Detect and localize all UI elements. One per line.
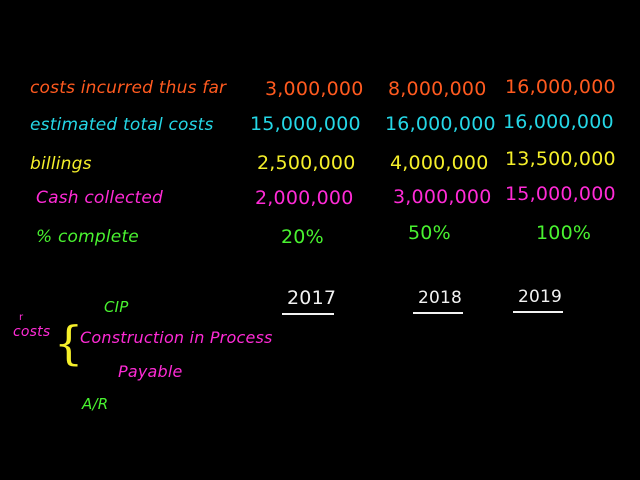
billings-2019: 13,500,000 [505,148,616,170]
note-construction-in-process: Construction in Process [80,328,273,347]
note-superscript-r: r [19,312,24,323]
costs-incurred-2018: 8,000,000 [388,78,487,100]
row-label-billings: billings [30,154,92,174]
estimated-total-2018: 16,000,000 [385,113,496,135]
percent-complete-2019: 100% [536,222,592,244]
year-2017: 2017 [287,287,337,309]
cash-collected-2019: 15,000,000 [505,183,616,205]
note-costs: costs [13,324,51,340]
costs-incurred-2017: 3,000,000 [265,78,364,100]
note-cip: CIP [104,298,129,316]
cash-collected-2017: 2,000,000 [255,187,354,209]
brace-symbol: { [54,316,84,370]
year-2018-underline [413,312,463,314]
row-label-cash-collected: Cash collected [36,188,164,208]
row-label-estimated-total-costs: estimated total costs [30,115,214,135]
year-2018: 2018 [418,288,463,308]
estimated-total-2017: 15,000,000 [250,113,361,135]
percent-complete-2017: 20% [281,226,324,248]
year-2017-underline [282,313,334,315]
cash-collected-2018: 3,000,000 [393,186,492,208]
billings-2017: 2,500,000 [257,152,356,174]
costs-incurred-2019: 16,000,000 [505,76,616,98]
row-label-percent-complete: % complete [36,227,139,247]
percent-complete-2018: 50% [408,222,451,244]
billings-2018: 4,000,000 [390,152,489,174]
year-2019-underline [513,311,563,313]
note-ar: A/R [82,395,109,413]
estimated-total-2019: 16,000,000 [503,111,614,133]
year-2019: 2019 [518,287,563,307]
note-payable: Payable [118,362,183,381]
row-label-costs-incurred: costs incurred thus far [30,78,227,98]
